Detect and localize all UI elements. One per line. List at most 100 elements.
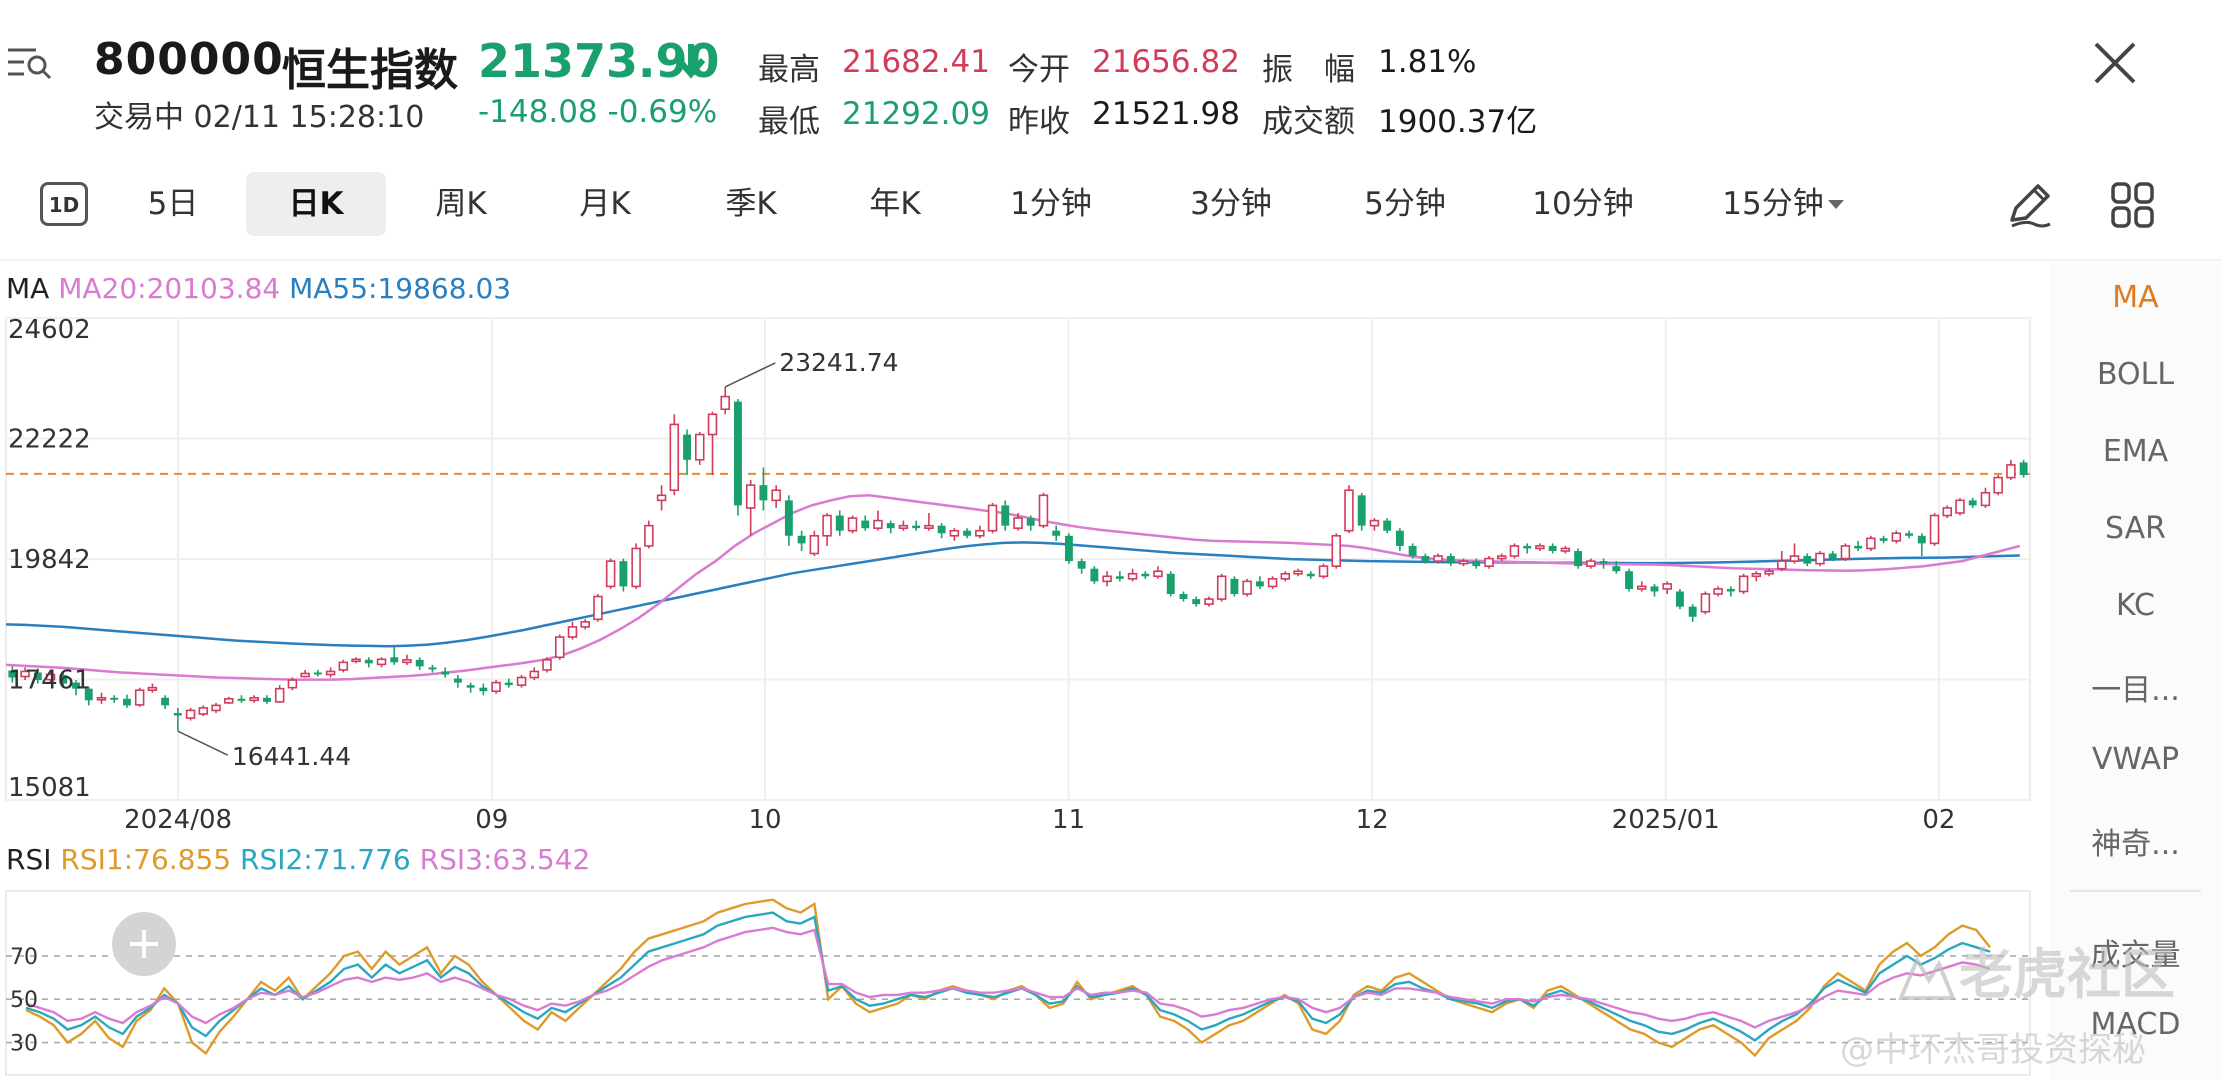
quote-header: 800000 恒生指数 21373.90 交易中 02/11 15:28:10 … [0, 0, 2221, 150]
candle [1026, 515, 1035, 531]
tab-5day[interactable]: 5日 [147, 186, 199, 222]
stat-label-prev-close: 昨收 [1008, 104, 1070, 140]
candle [873, 510, 883, 531]
stat-label-turnover: 成交额 [1262, 104, 1355, 140]
tab-1min[interactable]: 1分钟 [1010, 186, 1092, 222]
candle [567, 621, 578, 640]
indicator-volume[interactable]: 成交量 [2090, 938, 2181, 973]
candle [1942, 505, 1953, 519]
indicator-vwap[interactable]: VWAP [2091, 742, 2180, 777]
candle [1599, 558, 1608, 569]
candles [8, 386, 2028, 732]
rsi-chart[interactable]: 70 50 30 [0, 885, 2040, 1080]
candle [644, 520, 654, 549]
period-tabs: 1D 5日 日K 周K 月K 季K 年K 1分钟 3分钟 5分钟 10分钟 15… [0, 172, 2221, 242]
candle [1230, 576, 1239, 597]
divider [0, 259, 2221, 261]
draw-pen-icon[interactable] [2004, 180, 2054, 230]
candle [1344, 485, 1354, 534]
candle [949, 528, 960, 541]
rsi-series-1 [25, 898, 1991, 1058]
candle [1866, 535, 1876, 551]
candlestick-chart[interactable]: 24602 22222 19842 17461 15081 2024/08 09 10 11 12… [0, 310, 2040, 830]
rsi-legend[interactable]: RSI RSI1:76.855 RSI2:71.776 RSI3:63.542 [6, 843, 590, 876]
indicator-ma[interactable]: MA [2112, 280, 2159, 315]
indicator-kc[interactable]: KC [2116, 588, 2155, 623]
indicator-sar[interactable]: SAR [2105, 511, 2166, 546]
candle [1688, 604, 1697, 622]
candle [1955, 497, 1965, 516]
candle [1102, 571, 1112, 587]
tab-10min[interactable]: 10分钟 [1532, 186, 1634, 222]
rsi-series-3 [25, 926, 1991, 1029]
ma-lines [5, 494, 2021, 681]
indicator-ichimoku[interactable]: 一目... [2091, 673, 2180, 708]
candle [466, 682, 475, 693]
candle [1789, 543, 1800, 564]
candle [237, 695, 246, 703]
price-change: -148.08 -0.69% [478, 94, 717, 130]
candle [84, 686, 93, 706]
tab-5min[interactable]: 5分钟 [1364, 186, 1446, 222]
watermark-brand-text: 老虎社区 [1959, 943, 2175, 1006]
candle [1267, 576, 1278, 589]
candle [1713, 586, 1723, 597]
candle [656, 485, 667, 511]
candle [198, 705, 209, 717]
indicator-magic[interactable]: 神奇... [2091, 827, 2180, 862]
candle [453, 675, 462, 688]
candle [491, 680, 501, 694]
stat-value-high: 21682.41 [842, 44, 990, 80]
change-value: -148.08 [478, 94, 598, 130]
indicator-ema[interactable]: EMA [2102, 434, 2169, 469]
menu-search-icon[interactable] [6, 42, 52, 82]
candle [1523, 543, 1532, 554]
candle [1242, 578, 1252, 597]
stat-label-open: 今开 [1008, 52, 1070, 88]
ma-legend[interactable]: MA MA20:20103.84 MA55:19868.03 [6, 272, 511, 305]
candle [1153, 566, 1163, 579]
add-indicator-button[interactable] [112, 912, 176, 976]
tab-15min[interactable]: 15分钟 [1722, 186, 1824, 222]
tab-3min[interactable]: 3分钟 [1190, 186, 1272, 222]
candle [631, 543, 641, 589]
candle [441, 667, 450, 678]
candle [1993, 475, 2003, 496]
candle [924, 513, 934, 531]
candle [274, 685, 285, 703]
candle [745, 480, 756, 536]
candle [1662, 581, 1672, 595]
candle [580, 619, 590, 630]
x-tick-label: 11 [1052, 805, 1085, 830]
candle [1484, 556, 1494, 569]
grid-menu-icon[interactable] [2110, 180, 2156, 230]
chevron-down-icon[interactable] [1828, 198, 1844, 210]
candle [822, 513, 832, 546]
candle [1764, 568, 1774, 577]
tab-daily-k[interactable]: 日K [246, 172, 386, 236]
rsi1-value: RSI1:76.855 [60, 843, 232, 876]
rsi-legend-title: RSI [6, 843, 52, 876]
candle [1408, 543, 1417, 559]
tab-1d-icon[interactable]: 1D [40, 182, 88, 226]
indicator-boll[interactable]: BOLL [2096, 357, 2175, 392]
candle [1650, 583, 1659, 597]
tab-quarterly-k[interactable]: 季K [725, 186, 777, 222]
tab-weekly-k[interactable]: 周K [435, 186, 487, 222]
candle [937, 523, 946, 539]
indicator-macd[interactable]: MACD [2090, 1007, 2181, 1042]
candle [1127, 568, 1138, 582]
candle [784, 495, 793, 546]
high-annotation: 23241.74 [779, 348, 898, 377]
candle [325, 667, 336, 678]
candle [402, 654, 412, 665]
candle [1828, 550, 1837, 562]
tab-monthly-k[interactable]: 月K [579, 186, 631, 222]
tab-yearly-k[interactable]: 年K [869, 186, 921, 222]
stat-label-low: 最低 [758, 104, 820, 140]
candle [1840, 543, 1851, 562]
candle [1917, 533, 1926, 557]
candle [1612, 561, 1621, 574]
close-icon[interactable] [2090, 38, 2140, 88]
candle [734, 399, 742, 516]
